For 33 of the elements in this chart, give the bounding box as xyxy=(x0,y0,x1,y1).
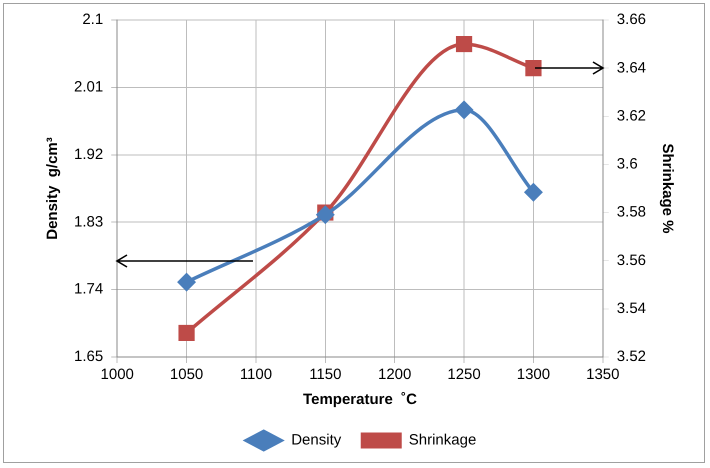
y2-tick-label: 3.56 xyxy=(616,252,646,269)
y-tick-label: 1.92 xyxy=(74,146,104,163)
y2-tick-label: 3.62 xyxy=(616,107,646,124)
y2-tick-label: 3.58 xyxy=(616,204,646,221)
y-tick-label: 1.74 xyxy=(74,280,104,298)
y-tick-label: 1.65 xyxy=(74,348,104,366)
legend-label: Density xyxy=(291,432,342,449)
y2-tick-label: 3.6 xyxy=(616,156,638,173)
point xyxy=(178,324,195,342)
y-tick-label: 1.83 xyxy=(74,213,104,230)
x-tick-label: 1100 xyxy=(240,366,272,384)
y2-tick-label: 3.64 xyxy=(616,59,646,76)
y2-axis-title: Shrinkage % xyxy=(658,143,676,234)
y-axis-title: Density g/cm³ xyxy=(44,137,62,240)
x-tick-label: 1200 xyxy=(378,366,412,384)
point xyxy=(178,273,196,291)
y2-tick-label: 3.66 xyxy=(616,11,646,28)
legend-label: Shrinkage xyxy=(408,432,476,449)
x-tick-label: 1250 xyxy=(447,366,481,384)
point xyxy=(524,183,542,201)
point xyxy=(456,36,472,52)
y2-tick-label: 3.54 xyxy=(616,300,646,317)
x-tick-label: 1000 xyxy=(100,366,134,384)
x-tick-label: 1150 xyxy=(309,366,342,384)
y-tick-label: 2.01 xyxy=(74,78,104,96)
x-tick-label: 1300 xyxy=(516,366,550,384)
x-tick-label: 1050 xyxy=(170,366,204,384)
x-axis-title: Temperature ˚C xyxy=(303,391,418,408)
x-tick-label: 1350 xyxy=(586,366,620,384)
y2-tick-label: 3.52 xyxy=(616,348,646,366)
point xyxy=(525,60,542,76)
y-tick-label: 2.1 xyxy=(82,11,104,28)
point xyxy=(455,101,473,119)
